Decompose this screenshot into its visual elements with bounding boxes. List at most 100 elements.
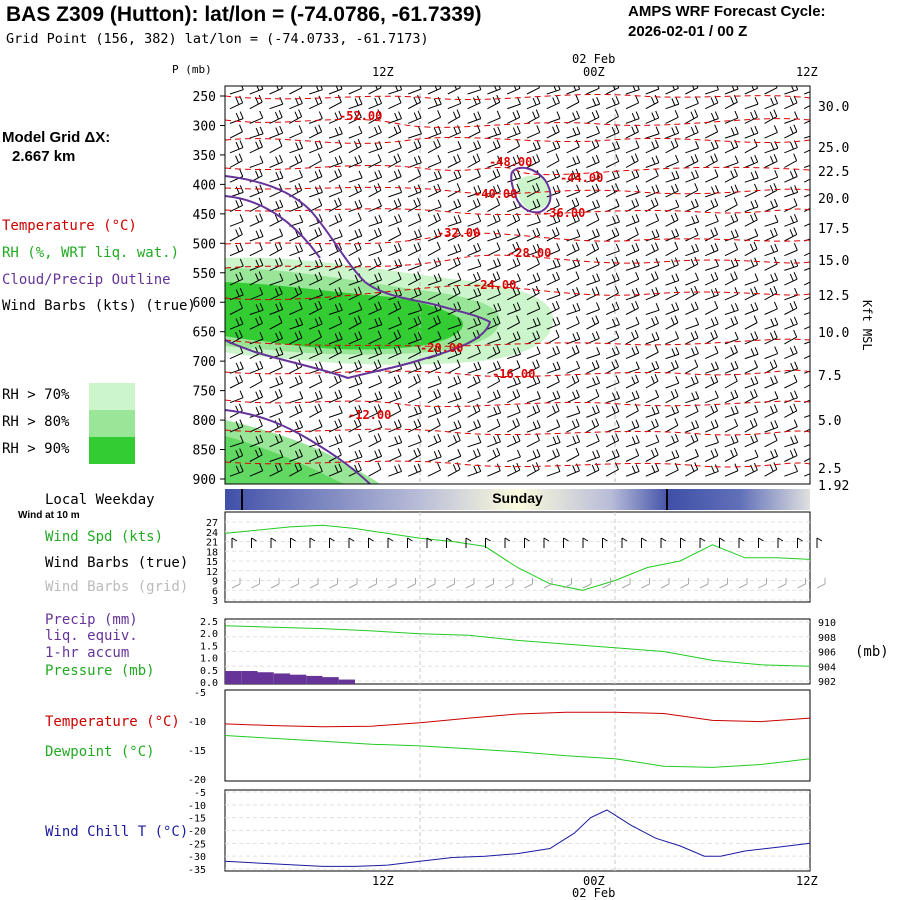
- wind-barb: [764, 449, 779, 462]
- grid-wind-barb: [290, 578, 299, 589]
- wind-barb: [724, 229, 739, 242]
- wind-barb: [526, 227, 541, 242]
- wind-barb: [764, 330, 778, 345]
- temp-tick-label: -5: [194, 688, 206, 699]
- wind-barb: [685, 391, 700, 404]
- wind-barb: [784, 153, 798, 168]
- wind-barb: [229, 243, 244, 257]
- time-tick-12z-b-bottom: 12Z: [796, 874, 818, 888]
- wind-barb: [665, 183, 679, 198]
- wind-barb: [804, 465, 810, 477]
- wind-barb: [804, 91, 810, 95]
- wind-tick-label: 9: [212, 577, 218, 588]
- wind-barb: [447, 272, 462, 286]
- rh-level-70: RH > 70%: [2, 387, 70, 403]
- panel-frame: [224, 511, 811, 603]
- wind-barb: [328, 168, 342, 183]
- windchill-tick-label: -5: [194, 788, 206, 799]
- wind-barb: [665, 302, 680, 315]
- windchill-tick-label: -30: [188, 852, 206, 863]
- wind-barb: [665, 347, 680, 360]
- wind-barb: [606, 272, 620, 286]
- windchill-tick-label: -35: [188, 865, 206, 876]
- wind-barb: [803, 170, 810, 183]
- wind-barb: [724, 374, 738, 389]
- wind-barb: [625, 316, 640, 330]
- wind-barb: [269, 286, 283, 301]
- grid-wind-barb: [524, 578, 533, 589]
- wind-barb: [645, 184, 660, 198]
- wind-barb: [645, 405, 660, 418]
- isotherm-label: -52.00: [339, 109, 382, 123]
- pressure-tick-label-right: 906: [818, 648, 836, 659]
- wind-barb: [724, 155, 739, 168]
- grid-wind-barb: [621, 578, 631, 589]
- wind-barb: [249, 110, 264, 124]
- wind-barb: [368, 96, 383, 110]
- wind-barb: [645, 316, 659, 330]
- wind-barb: [249, 316, 263, 330]
- precip-tick-label: 2.5: [200, 617, 218, 628]
- pressure-tick-label: 250: [193, 90, 216, 105]
- wind-barb: [407, 316, 422, 330]
- wind-barb: [764, 198, 778, 213]
- wind-barb: [625, 390, 640, 404]
- wind-barb: [764, 375, 778, 389]
- kft-tick-label: 30.0: [818, 100, 849, 115]
- grid-wind-barb: [602, 578, 611, 589]
- wind-barb: [546, 345, 561, 360]
- wind-barb: [427, 418, 441, 433]
- wind-barb: [605, 109, 619, 124]
- wind-barb: [625, 227, 639, 242]
- time-tick-12z-a-top: 12Z: [372, 65, 394, 79]
- time-tick-12z-a-bottom: 12Z: [372, 874, 394, 888]
- wind-barb: [507, 331, 521, 345]
- wind-barb: [427, 389, 441, 404]
- wind-barb: [328, 86, 343, 95]
- wind-barb: [388, 95, 402, 110]
- wind-barb: [546, 435, 561, 448]
- surface-wind-barb: [407, 537, 413, 548]
- wind-barb: [328, 447, 342, 462]
- precip-bar: [257, 672, 274, 684]
- wind-barb: [388, 329, 402, 345]
- wind-barb: [368, 404, 382, 418]
- wind-barb: [704, 345, 719, 360]
- wind-barb: [269, 228, 284, 242]
- wind-barb: [606, 375, 620, 389]
- grid-wind-barb: [329, 578, 338, 589]
- wind-barb: [784, 185, 799, 198]
- wind-barb: [645, 242, 659, 257]
- wind-barb: [625, 345, 640, 360]
- forecast-cycle-label: AMPS WRF Forecast Cycle:: [628, 3, 826, 20]
- surface-wind-barb: [641, 537, 647, 548]
- wind-barb: [705, 243, 719, 257]
- grid-wind-barb: [465, 578, 475, 589]
- wind-barb: [348, 315, 362, 330]
- wind-barb: [487, 287, 501, 301]
- wind-barb: [724, 360, 739, 374]
- wind-barb: [645, 155, 660, 168]
- grid-wind-barb: [446, 578, 455, 589]
- wind-barb: [605, 404, 620, 418]
- wind-barb: [625, 435, 640, 448]
- wind-barb: [784, 374, 798, 389]
- wind-barb: [784, 111, 799, 124]
- surface-wind-barb: [348, 537, 355, 548]
- wind-barb: [388, 390, 402, 404]
- wind-barb: [605, 183, 620, 198]
- wind-barb: [408, 184, 422, 198]
- wind-barb: [586, 404, 600, 418]
- wind-barb: [546, 243, 561, 257]
- wind-barb: [586, 241, 600, 257]
- wind-barb: [645, 258, 660, 271]
- wind-barb: [586, 331, 600, 345]
- wind-barb: [467, 448, 481, 462]
- wind-barb: [348, 347, 363, 360]
- label-windchill: Wind Chill T (°C): [45, 824, 189, 840]
- wind-barb: [685, 256, 699, 271]
- wind-barb: [388, 374, 402, 389]
- kft-tick-label: 20.0: [818, 192, 849, 207]
- wind-barb: [606, 243, 620, 257]
- wind-barb: [269, 347, 284, 360]
